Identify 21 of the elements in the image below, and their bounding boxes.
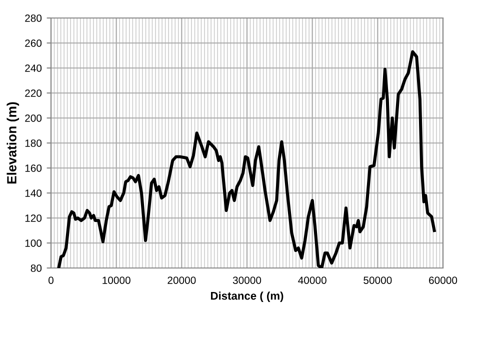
y-tick-label: 140 — [25, 190, 42, 197]
x-tick-label: 50000 — [364, 276, 392, 284]
y-axis-title: Elevation (m) — [6, 102, 20, 184]
y-tick-label: 200 — [25, 114, 42, 122]
x-tick-label: 0 — [48, 276, 54, 284]
y-tick-label: 80 — [30, 264, 42, 272]
y-tick-label: 240 — [25, 64, 42, 72]
x-tick-label: 40000 — [298, 276, 326, 284]
x-tick-label: 20000 — [168, 276, 196, 284]
y-tick-label: 120 — [25, 214, 42, 222]
y-tick-label: 180 — [25, 140, 42, 147]
y-tick-label: 220 — [25, 90, 42, 97]
y-tick-label: 260 — [25, 40, 42, 47]
y-tick-label: 100 — [25, 240, 42, 247]
x-tick-label: 10000 — [102, 276, 130, 284]
x-tick-label: 60000 — [429, 276, 458, 284]
x-axis-title: Distance ( (m) — [211, 292, 284, 302]
x-tick-label: 30000 — [232, 276, 262, 284]
line-series — [57, 50, 436, 268]
y-tick-label: 280 — [25, 14, 42, 22]
y-tick-label: 160 — [25, 164, 42, 172]
